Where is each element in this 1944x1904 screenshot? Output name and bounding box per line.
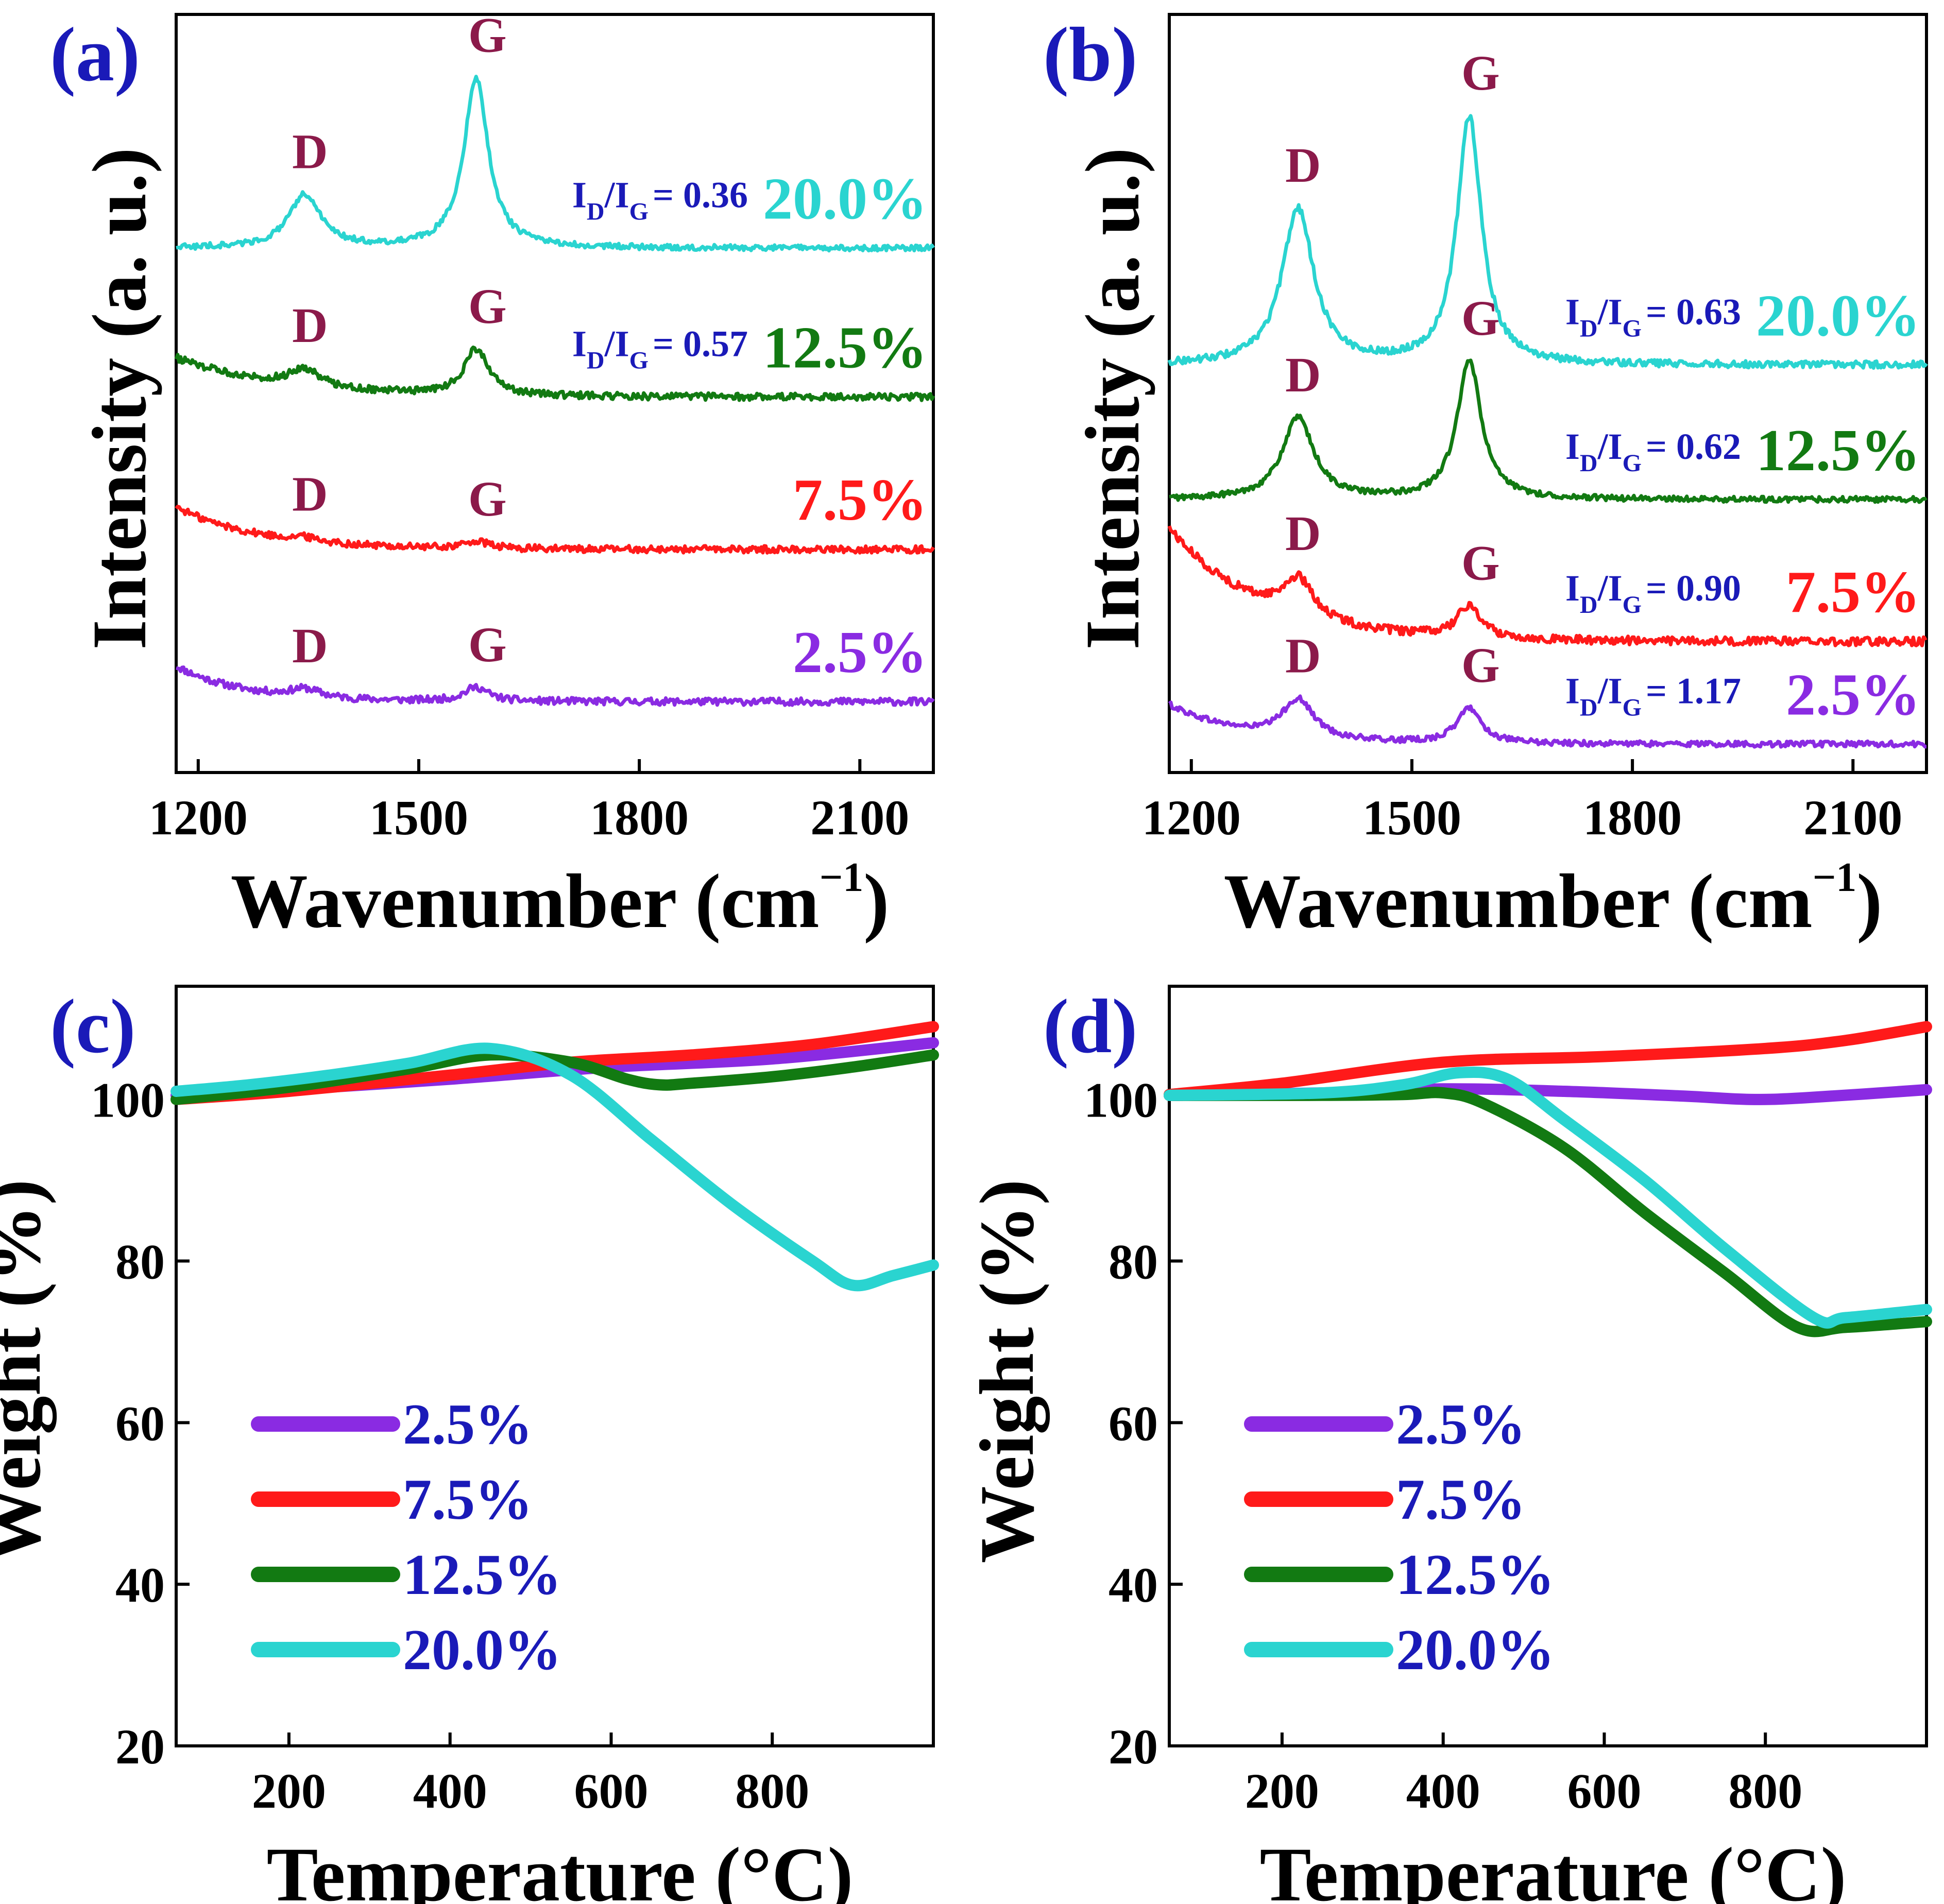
- x-tick-label: 1200: [149, 790, 248, 845]
- y-axis-label: Weight (%): [0, 1179, 57, 1564]
- plot-frame: [175, 13, 935, 774]
- series-line-20.0%: [1167, 114, 1928, 370]
- x-tick-label: 1500: [1362, 790, 1461, 845]
- x-tick-label: 2100: [1803, 790, 1902, 845]
- panel-label: (c): [50, 984, 135, 1069]
- x-tick-label: 1800: [1583, 790, 1682, 845]
- tga-panel-(d): 200 400 600 800 20 40 60 80 100 Temperature (°C) W…: [964, 984, 1932, 1904]
- x-axis-label: Wavenumber (cm−1): [1224, 855, 1883, 944]
- x-axis-label: Wavenumber (cm−1): [231, 855, 890, 944]
- x-tick-label: 800: [735, 1763, 809, 1819]
- x-axis-label: Temperature (°C): [267, 1832, 854, 1904]
- intensity-ratio-label: ID/IG = 0.57: [572, 323, 748, 374]
- peak-label-d: D: [1285, 347, 1321, 402]
- series-label: 12.5%: [763, 315, 927, 381]
- intensity-ratio-label: ID/IG = 0.90: [1565, 568, 1741, 619]
- y-axis-label: Intensity (a. u.): [77, 147, 162, 649]
- legend-label: 12.5%: [1396, 1543, 1555, 1607]
- peak-label-g: G: [468, 471, 507, 526]
- y-tick-label: 40: [115, 1557, 165, 1613]
- x-tick-label: 200: [252, 1763, 326, 1819]
- series-label: 7.5%: [1786, 559, 1920, 625]
- y-tick-label: 60: [1109, 1396, 1158, 1451]
- intensity-ratio-label: ID/IG = 0.63: [1565, 291, 1741, 342]
- series-label: 7.5%: [793, 467, 927, 533]
- peak-label-g: G: [1461, 638, 1500, 693]
- intensity-ratio-label: ID/IG = 0.62: [1565, 426, 1741, 477]
- peak-label-d: D: [292, 466, 328, 521]
- legend-label: 12.5%: [403, 1543, 561, 1607]
- series-line-7.5%: [1167, 525, 1928, 647]
- legend-label: 20.0%: [403, 1618, 561, 1682]
- y-tick-label: 20: [115, 1719, 165, 1774]
- y-tick-label: 100: [1084, 1073, 1158, 1128]
- x-tick-label: 400: [1406, 1763, 1480, 1819]
- x-axis-label: Temperature (°C): [1260, 1832, 1847, 1904]
- peak-label-d: D: [292, 618, 328, 673]
- legend-label: 7.5%: [403, 1468, 533, 1532]
- x-tick-label: 400: [413, 1763, 487, 1819]
- series-line-20.0%: [170, 1042, 939, 1292]
- panel-label: (d): [1043, 984, 1137, 1069]
- series-line-12.5%: [170, 1049, 939, 1105]
- series-label: 2.5%: [793, 620, 927, 685]
- series-line-12.5%: [174, 345, 935, 402]
- series-line-20.0%: [176, 75, 935, 253]
- y-tick-label: 100: [91, 1073, 165, 1128]
- peak-label-d: D: [1285, 506, 1321, 561]
- peak-label-d: D: [1285, 628, 1321, 683]
- peak-label-g: G: [468, 8, 507, 63]
- peak-label-d: D: [292, 124, 328, 179]
- x-tick-label: 1500: [369, 790, 468, 845]
- series-label: 20.0%: [763, 166, 927, 232]
- series-line-7.5%: [175, 505, 935, 555]
- legend-label: 2.5%: [1396, 1393, 1526, 1456]
- tga-panel-(c): 200 400 600 800 20 40 60 80 100 Temperature (°C) W…: [0, 984, 939, 1904]
- plot-frame: [175, 985, 935, 1747]
- raman-panel-(a): 1200 1500 1800 2100 Wavenumber (cm−1) Intensi…: [50, 8, 935, 944]
- series-line-20.0%: [1164, 1066, 1932, 1329]
- series-label: 12.5%: [1756, 418, 1920, 484]
- peak-label-d: D: [1285, 138, 1321, 193]
- plot-frame: [1168, 13, 1928, 774]
- legend: 2.5% 7.5% 12.5% 20.0%: [1244, 1393, 1555, 1682]
- series-line-2.5%: [1168, 694, 1927, 749]
- plot-frame: [1168, 985, 1928, 1747]
- x-tick-label: 800: [1728, 1763, 1802, 1819]
- peak-label-g: G: [1461, 535, 1500, 590]
- legend: 2.5% 7.5% 12.5% 20.0%: [251, 1393, 561, 1682]
- panel-label: (a): [50, 12, 140, 97]
- series-line-2.5%: [175, 665, 935, 707]
- series-line-12.5%: [1169, 358, 1928, 504]
- series-label: 2.5%: [1786, 662, 1920, 728]
- series-line-7.5%: [1164, 1021, 1932, 1101]
- y-tick-label: 20: [1109, 1719, 1158, 1774]
- x-tick-label: 200: [1245, 1763, 1319, 1819]
- peak-label-g: G: [468, 617, 507, 672]
- peak-label-g: G: [468, 279, 507, 334]
- y-tick-label: 40: [1109, 1557, 1158, 1613]
- x-tick-label: 600: [1567, 1763, 1641, 1819]
- y-tick-label: 80: [115, 1234, 165, 1290]
- y-axis-label: Intensity (a. u.): [1070, 147, 1155, 649]
- panel-label: (b): [1043, 12, 1137, 97]
- y-axis-label: Weight (%): [964, 1179, 1050, 1564]
- intensity-ratio-label: ID/IG = 0.36: [572, 174, 748, 225]
- x-tick-label: 1800: [590, 790, 689, 845]
- peak-label-g: G: [1461, 45, 1500, 100]
- x-tick-label: 2100: [810, 790, 909, 845]
- y-tick-label: 80: [1109, 1234, 1158, 1290]
- x-tick-label: 1200: [1142, 790, 1241, 845]
- legend-label: 20.0%: [1396, 1618, 1555, 1682]
- raman-panel-(b): 1200 1500 1800 2100 Wavenumber (cm−1) Intensi…: [1043, 12, 1928, 944]
- intensity-ratio-label: ID/IG = 1.17: [1565, 670, 1741, 721]
- series-label: 20.0%: [1756, 283, 1920, 349]
- legend-label: 2.5%: [403, 1393, 533, 1456]
- peak-label-d: D: [292, 298, 328, 353]
- y-tick-label: 60: [115, 1396, 165, 1451]
- x-tick-label: 600: [574, 1763, 648, 1819]
- series-line-12.5%: [1164, 1087, 1932, 1337]
- legend-label: 7.5%: [1396, 1468, 1526, 1532]
